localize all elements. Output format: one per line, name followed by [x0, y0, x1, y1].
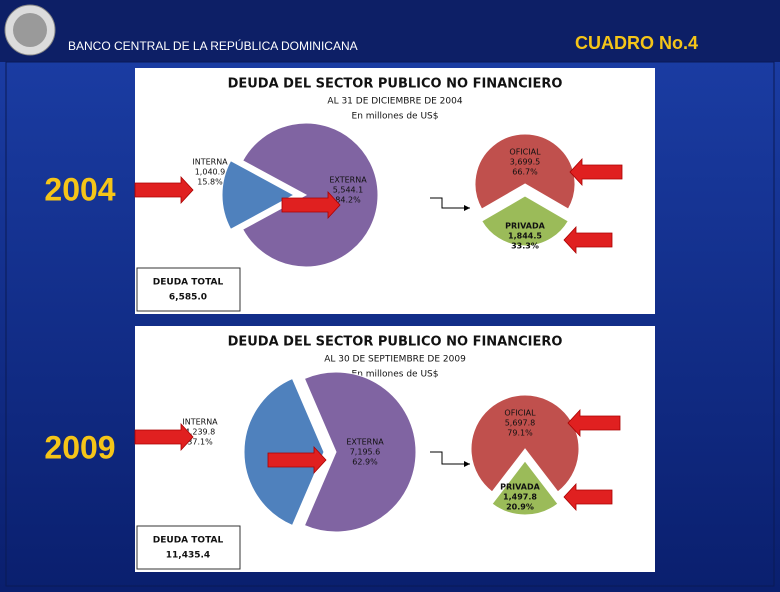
red-arrow [134, 422, 194, 452]
connector-head [464, 205, 470, 211]
slice-percent: 15.8% [197, 178, 223, 187]
slice-category: INTERNA [192, 158, 228, 167]
slice-value: 1,844.5 [508, 232, 542, 241]
slice-category: OFICIAL [504, 409, 536, 418]
connector [430, 197, 470, 209]
pie-slice [470, 394, 580, 493]
red-arrow [569, 157, 623, 187]
slice-value: 5,544.1 [333, 186, 364, 195]
pie-slice [221, 160, 296, 230]
pie-slice [481, 195, 569, 247]
slice-value: 3,699.5 [510, 158, 541, 167]
total-value: 6,585.0 [169, 293, 207, 303]
slice-percent: 62.9% [352, 458, 378, 467]
pie-slice [491, 460, 559, 516]
red-arrow [134, 175, 194, 205]
slice-category: EXTERNA [329, 176, 367, 185]
slice-percent: 79.1% [507, 429, 533, 438]
logo-inner [13, 13, 47, 47]
slice-category: OFICIAL [509, 148, 541, 157]
frame [5, 61, 775, 587]
total-box [136, 267, 241, 312]
pie-slice [243, 377, 325, 527]
slice-percent: 20.9% [506, 503, 534, 512]
panel-subtitle: AL 30 DE SEPTIEMBRE DE 2009 [324, 355, 466, 365]
slice-percent: 84.2% [335, 196, 361, 205]
panel-subtitle: AL 31 DE DICIEMBRE DE 2004 [327, 97, 462, 107]
red-arrow [567, 408, 621, 438]
pie-slice [242, 122, 379, 268]
slice-value: 7,195.6 [350, 448, 381, 457]
panel-unit: En millones de US$ [352, 370, 439, 380]
panel-title: DEUDA DEL SECTOR PUBLICO NO FINANCIERO [228, 77, 563, 92]
slice-category: INTERNA [182, 418, 218, 427]
slice-value: 1,040.9 [195, 168, 226, 177]
panel-title: DEUDA DEL SECTOR PUBLICO NO FINANCIERO [228, 335, 563, 350]
pie-slice [474, 133, 576, 210]
slice-percent: 33.3% [511, 242, 539, 251]
year-label: 2004 [44, 171, 115, 207]
red-arrow [281, 190, 341, 220]
total-label: DEUDA TOTAL [153, 278, 224, 288]
slice-category: PRIVADA [505, 222, 545, 231]
total-box [136, 525, 241, 570]
total-label: DEUDA TOTAL [153, 536, 224, 546]
cuadro: CUADRO No.4 [575, 33, 698, 53]
bank-name: BANCO CENTRAL DE LA REPÚBLICA DOMINICANA [68, 38, 358, 53]
header-band [0, 0, 780, 62]
panel-unit: En millones de US$ [352, 112, 439, 122]
slice-value: 1,497.8 [503, 493, 537, 502]
slice-percent: 37.1% [187, 438, 213, 447]
connector-head [464, 461, 470, 467]
slice-category: PRIVADA [500, 483, 540, 492]
year-label: 2009 [44, 429, 115, 465]
slice-category: EXTERNA [346, 438, 384, 447]
slice-value: 4,239.8 [185, 428, 216, 437]
slice-percent: 66.7% [512, 168, 538, 177]
red-arrow [267, 445, 327, 475]
pie-slice [303, 371, 417, 533]
total-value: 11,435.4 [166, 551, 210, 561]
red-arrow [563, 225, 613, 255]
slice-value: 5,697.8 [505, 419, 536, 428]
connector [430, 451, 470, 465]
red-arrow [563, 482, 613, 512]
